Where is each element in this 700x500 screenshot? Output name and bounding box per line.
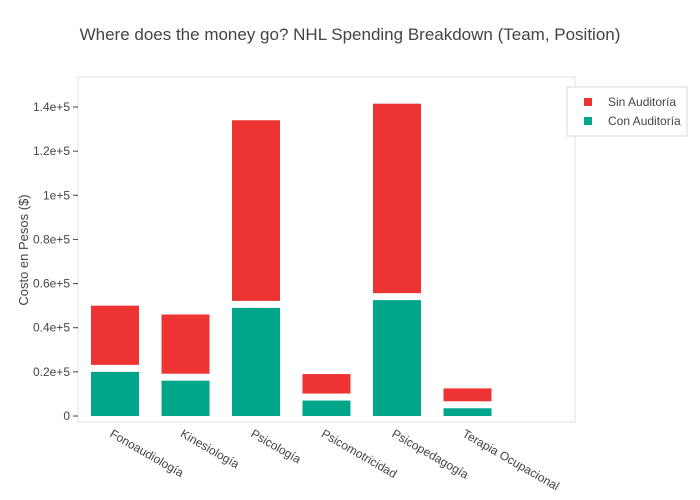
bar-con-auditoria[interactable] xyxy=(91,371,139,416)
plot-area-frame xyxy=(77,76,576,423)
bar-sin-auditoria[interactable] xyxy=(161,314,210,374)
x-tick-label: Psicomotricidad xyxy=(319,426,399,480)
bar-con-auditoria[interactable] xyxy=(161,380,210,416)
legend-swatch xyxy=(584,98,592,106)
y-axis: 0 0.2e+5 0.4e+5 0.6e+5 0.8e+5 1e+5 1.2e+5 1.4e+… xyxy=(33,100,78,423)
y-tick-label: 0.2e+5 xyxy=(33,365,70,379)
y-axis-title: Costo en Pesos ($) xyxy=(16,194,31,305)
chart-title: Where does the money go? NHL Spending Br… xyxy=(80,25,621,44)
legend[interactable]: Sin Auditoría Con Auditoría xyxy=(566,86,688,137)
bar-sin-auditoria[interactable] xyxy=(302,374,351,394)
x-tick-label: Psicología xyxy=(249,426,304,466)
bars-group xyxy=(91,103,492,416)
legend-label[interactable]: Sin Auditoría xyxy=(608,95,676,109)
x-tick-label: Kinesiología xyxy=(178,426,242,471)
legend-swatch xyxy=(584,117,592,125)
y-tick-label: 0.6e+5 xyxy=(33,277,70,291)
bar-con-auditoria[interactable] xyxy=(302,400,351,416)
bar-con-auditoria[interactable] xyxy=(373,300,421,416)
bar-con-auditoria[interactable] xyxy=(443,408,492,416)
legend-label[interactable]: Con Auditoría xyxy=(608,114,681,128)
y-tick-label: 1e+5 xyxy=(43,188,70,202)
bar-sin-auditoria[interactable] xyxy=(373,103,421,294)
bar-sin-auditoria[interactable] xyxy=(443,388,492,402)
y-tick-label: 1.2e+5 xyxy=(33,144,70,158)
y-tick-label: 1.4e+5 xyxy=(33,100,70,114)
x-tick-label: Psicopedagogía xyxy=(390,426,472,481)
legend-box xyxy=(566,86,688,137)
x-tick-label: Terapia Ocupacional xyxy=(460,426,562,493)
y-tick-label: 0.8e+5 xyxy=(33,232,70,246)
y-tick-label: 0.4e+5 xyxy=(33,321,70,335)
x-tick-label: Fonoaudiología xyxy=(108,426,187,480)
bar-sin-auditoria[interactable] xyxy=(232,120,280,301)
bar-sin-auditoria[interactable] xyxy=(91,305,139,365)
bar-con-auditoria[interactable] xyxy=(232,307,280,416)
y-tick-label: 0 xyxy=(63,409,70,423)
